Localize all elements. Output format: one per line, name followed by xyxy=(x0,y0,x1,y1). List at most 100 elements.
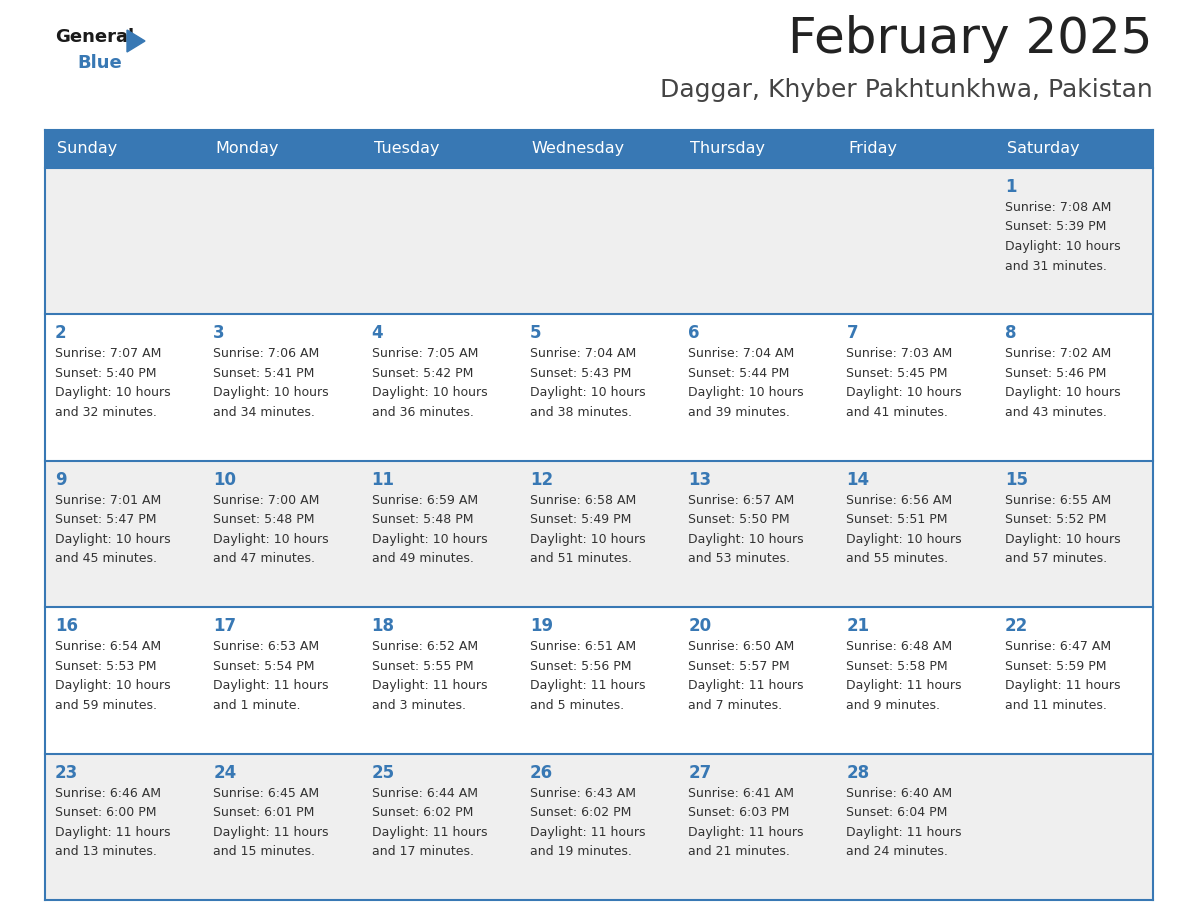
Bar xyxy=(994,130,1154,168)
Text: Sunrise: 6:51 AM: Sunrise: 6:51 AM xyxy=(530,640,636,654)
Text: Sunrise: 6:52 AM: Sunrise: 6:52 AM xyxy=(372,640,478,654)
Text: and 13 minutes.: and 13 minutes. xyxy=(55,845,157,858)
Text: 9: 9 xyxy=(55,471,67,488)
Text: and 34 minutes.: and 34 minutes. xyxy=(214,406,315,419)
Text: Monday: Monday xyxy=(215,141,279,156)
Text: Daylight: 10 hours: Daylight: 10 hours xyxy=(530,386,645,399)
Text: and 49 minutes.: and 49 minutes. xyxy=(372,553,474,565)
Text: Daylight: 11 hours: Daylight: 11 hours xyxy=(688,825,803,839)
Text: Sunrise: 6:58 AM: Sunrise: 6:58 AM xyxy=(530,494,636,507)
Text: Sunset: 5:57 PM: Sunset: 5:57 PM xyxy=(688,660,790,673)
Text: and 38 minutes.: and 38 minutes. xyxy=(530,406,632,419)
Text: Sunset: 5:48 PM: Sunset: 5:48 PM xyxy=(372,513,473,526)
Text: Sunset: 5:48 PM: Sunset: 5:48 PM xyxy=(214,513,315,526)
Text: 2: 2 xyxy=(55,324,67,342)
Text: 3: 3 xyxy=(214,324,225,342)
Text: 19: 19 xyxy=(530,617,552,635)
Text: 27: 27 xyxy=(688,764,712,781)
Text: Sunrise: 6:53 AM: Sunrise: 6:53 AM xyxy=(214,640,320,654)
Text: Daylight: 11 hours: Daylight: 11 hours xyxy=(372,679,487,692)
Text: Sunrise: 6:55 AM: Sunrise: 6:55 AM xyxy=(1005,494,1111,507)
Text: 22: 22 xyxy=(1005,617,1028,635)
Text: Daylight: 10 hours: Daylight: 10 hours xyxy=(55,532,171,546)
Text: Sunrise: 6:43 AM: Sunrise: 6:43 AM xyxy=(530,787,636,800)
Text: and 55 minutes.: and 55 minutes. xyxy=(846,553,948,565)
Text: and 24 minutes.: and 24 minutes. xyxy=(846,845,948,858)
Text: Sunrise: 6:46 AM: Sunrise: 6:46 AM xyxy=(55,787,162,800)
Text: Daggar, Khyber Pakhtunkhwa, Pakistan: Daggar, Khyber Pakhtunkhwa, Pakistan xyxy=(661,78,1154,102)
Text: and 11 minutes.: and 11 minutes. xyxy=(1005,699,1106,711)
Text: 18: 18 xyxy=(372,617,394,635)
Text: Daylight: 11 hours: Daylight: 11 hours xyxy=(1005,679,1120,692)
Text: Sunday: Sunday xyxy=(57,141,118,156)
Text: 6: 6 xyxy=(688,324,700,342)
Text: Daylight: 11 hours: Daylight: 11 hours xyxy=(530,825,645,839)
Text: Daylight: 10 hours: Daylight: 10 hours xyxy=(688,532,804,546)
Text: Daylight: 11 hours: Daylight: 11 hours xyxy=(846,679,962,692)
Text: Sunset: 5:53 PM: Sunset: 5:53 PM xyxy=(55,660,157,673)
Text: Sunset: 5:56 PM: Sunset: 5:56 PM xyxy=(530,660,631,673)
Text: Daylight: 11 hours: Daylight: 11 hours xyxy=(214,825,329,839)
Text: Daylight: 11 hours: Daylight: 11 hours xyxy=(846,825,962,839)
Text: Sunrise: 6:50 AM: Sunrise: 6:50 AM xyxy=(688,640,795,654)
Text: Sunset: 5:42 PM: Sunset: 5:42 PM xyxy=(372,367,473,380)
Text: Sunrise: 7:04 AM: Sunrise: 7:04 AM xyxy=(530,347,636,361)
Bar xyxy=(361,130,520,168)
Text: 12: 12 xyxy=(530,471,552,488)
Text: Daylight: 10 hours: Daylight: 10 hours xyxy=(846,386,962,399)
Text: Sunrise: 6:45 AM: Sunrise: 6:45 AM xyxy=(214,787,320,800)
Text: Sunrise: 6:40 AM: Sunrise: 6:40 AM xyxy=(846,787,953,800)
Text: Sunrise: 6:47 AM: Sunrise: 6:47 AM xyxy=(1005,640,1111,654)
Text: and 36 minutes.: and 36 minutes. xyxy=(372,406,474,419)
Text: and 31 minutes.: and 31 minutes. xyxy=(1005,260,1106,273)
Text: 7: 7 xyxy=(846,324,858,342)
Text: and 5 minutes.: and 5 minutes. xyxy=(530,699,624,711)
Text: Sunset: 5:40 PM: Sunset: 5:40 PM xyxy=(55,367,157,380)
Text: and 3 minutes.: and 3 minutes. xyxy=(372,699,466,711)
Text: and 21 minutes.: and 21 minutes. xyxy=(688,845,790,858)
Text: Sunrise: 6:41 AM: Sunrise: 6:41 AM xyxy=(688,787,794,800)
Text: Sunrise: 7:08 AM: Sunrise: 7:08 AM xyxy=(1005,201,1111,214)
Text: Sunrise: 7:06 AM: Sunrise: 7:06 AM xyxy=(214,347,320,361)
Text: 25: 25 xyxy=(372,764,394,781)
Text: Tuesday: Tuesday xyxy=(373,141,440,156)
Text: 10: 10 xyxy=(214,471,236,488)
Text: 17: 17 xyxy=(214,617,236,635)
Bar xyxy=(836,130,994,168)
Text: and 9 minutes.: and 9 minutes. xyxy=(846,699,941,711)
Text: 5: 5 xyxy=(530,324,542,342)
Text: Daylight: 10 hours: Daylight: 10 hours xyxy=(530,532,645,546)
Text: Sunset: 6:01 PM: Sunset: 6:01 PM xyxy=(214,806,315,819)
Bar xyxy=(520,130,678,168)
Text: Sunrise: 7:02 AM: Sunrise: 7:02 AM xyxy=(1005,347,1111,361)
Text: Sunset: 6:03 PM: Sunset: 6:03 PM xyxy=(688,806,790,819)
Text: Sunrise: 7:07 AM: Sunrise: 7:07 AM xyxy=(55,347,162,361)
Text: and 32 minutes.: and 32 minutes. xyxy=(55,406,157,419)
Text: Sunset: 5:47 PM: Sunset: 5:47 PM xyxy=(55,513,157,526)
Text: Sunset: 5:46 PM: Sunset: 5:46 PM xyxy=(1005,367,1106,380)
Text: and 43 minutes.: and 43 minutes. xyxy=(1005,406,1106,419)
Bar xyxy=(45,754,1154,900)
Text: Sunset: 5:43 PM: Sunset: 5:43 PM xyxy=(530,367,631,380)
Text: Sunrise: 6:54 AM: Sunrise: 6:54 AM xyxy=(55,640,162,654)
Text: Daylight: 11 hours: Daylight: 11 hours xyxy=(372,825,487,839)
Text: Sunset: 6:02 PM: Sunset: 6:02 PM xyxy=(530,806,631,819)
Text: 13: 13 xyxy=(688,471,712,488)
Text: Daylight: 10 hours: Daylight: 10 hours xyxy=(846,532,962,546)
Text: and 51 minutes.: and 51 minutes. xyxy=(530,553,632,565)
Text: 23: 23 xyxy=(55,764,78,781)
Text: General: General xyxy=(55,28,134,46)
Text: Sunset: 5:51 PM: Sunset: 5:51 PM xyxy=(846,513,948,526)
Text: Daylight: 11 hours: Daylight: 11 hours xyxy=(688,679,803,692)
Text: Daylight: 11 hours: Daylight: 11 hours xyxy=(55,825,171,839)
Text: 26: 26 xyxy=(530,764,552,781)
Text: 8: 8 xyxy=(1005,324,1016,342)
Text: Daylight: 10 hours: Daylight: 10 hours xyxy=(55,386,171,399)
Text: Daylight: 10 hours: Daylight: 10 hours xyxy=(1005,240,1120,253)
Text: Sunrise: 7:05 AM: Sunrise: 7:05 AM xyxy=(372,347,478,361)
Text: and 19 minutes.: and 19 minutes. xyxy=(530,845,632,858)
Text: Daylight: 10 hours: Daylight: 10 hours xyxy=(688,386,804,399)
Text: Sunrise: 7:03 AM: Sunrise: 7:03 AM xyxy=(846,347,953,361)
Text: and 7 minutes.: and 7 minutes. xyxy=(688,699,782,711)
Text: and 17 minutes.: and 17 minutes. xyxy=(372,845,474,858)
